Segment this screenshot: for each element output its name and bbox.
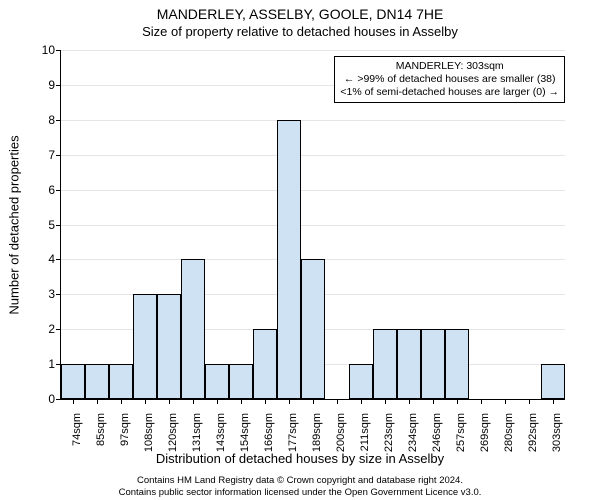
footer-line-2: Contains public sector information licen… <box>0 487 600 498</box>
figure-container: MANDERLEY, ASSELBY, GOOLE, DN14 7HE Size… <box>0 0 600 500</box>
y-tick-mark <box>56 399 61 400</box>
histogram-bar <box>205 364 229 399</box>
histogram-bar <box>181 259 205 399</box>
histogram-bar <box>373 329 397 399</box>
y-tick-mark <box>56 329 61 330</box>
x-tick-label: 211sqm <box>359 413 371 451</box>
histogram-bar <box>397 329 421 399</box>
x-tick-mark <box>97 399 98 404</box>
y-tick-mark <box>56 50 61 51</box>
histogram-bar <box>157 294 181 399</box>
histogram-bar <box>349 364 373 399</box>
x-tick-label: 85sqm <box>95 413 107 446</box>
y-tick-mark <box>56 85 61 86</box>
x-tick-mark <box>481 399 482 404</box>
y-tick-mark <box>56 259 61 260</box>
y-tick-label: 2 <box>48 322 55 336</box>
histogram-bar <box>229 364 253 399</box>
gridline <box>61 155 565 156</box>
x-tick-mark <box>265 399 266 404</box>
histogram-bar <box>133 294 157 399</box>
attribution-footer: Contains HM Land Registry data © Crown c… <box>0 475 600 498</box>
x-tick-label: 97sqm <box>119 413 131 446</box>
histogram-bar <box>421 329 445 399</box>
callout-line-1: MANDERLEY: 303sqm <box>340 60 559 73</box>
y-tick-label: 7 <box>48 148 55 162</box>
x-tick-mark <box>433 399 434 404</box>
x-tick-label: 200sqm <box>335 413 347 452</box>
x-tick-label: 234sqm <box>407 413 419 452</box>
x-tick-mark <box>217 399 218 404</box>
x-tick-mark <box>361 399 362 404</box>
x-tick-mark <box>529 399 530 404</box>
x-tick-mark <box>313 399 314 404</box>
x-tick-mark <box>289 399 290 404</box>
x-tick-label: 223sqm <box>383 413 395 452</box>
histogram-bar <box>445 329 469 399</box>
x-tick-label: 246sqm <box>431 413 443 452</box>
x-tick-label: 177sqm <box>287 413 299 452</box>
histogram-bar <box>541 364 565 399</box>
histogram-bar <box>85 364 109 399</box>
x-tick-mark <box>409 399 410 404</box>
histogram-bar <box>61 364 85 399</box>
y-tick-label: 9 <box>48 78 55 92</box>
y-tick-mark <box>56 120 61 121</box>
x-tick-mark <box>73 399 74 404</box>
annotation-callout: MANDERLEY: 303sqm ← >99% of detached hou… <box>334 56 565 103</box>
y-tick-label: 8 <box>48 113 55 127</box>
y-tick-label: 10 <box>42 43 55 57</box>
x-tick-mark <box>193 399 194 404</box>
x-tick-label: 143sqm <box>215 413 227 452</box>
callout-line-2: ← >99% of detached houses are smaller (3… <box>340 73 559 86</box>
x-tick-mark <box>457 399 458 404</box>
y-tick-mark <box>56 294 61 295</box>
histogram-bar <box>301 259 325 399</box>
gridline <box>61 190 565 191</box>
gridline <box>61 225 565 226</box>
histogram-bar <box>277 120 301 399</box>
y-tick-label: 3 <box>48 287 55 301</box>
x-tick-mark <box>553 399 554 404</box>
callout-line-3: <1% of semi-detached houses are larger (… <box>340 86 559 99</box>
y-tick-label: 1 <box>48 357 55 371</box>
x-tick-mark <box>241 399 242 404</box>
x-tick-label: 120sqm <box>167 413 179 452</box>
x-tick-label: 131sqm <box>191 413 203 452</box>
x-axis-label: Distribution of detached houses by size … <box>0 451 600 466</box>
x-tick-label: 166sqm <box>263 413 275 452</box>
x-tick-mark <box>145 399 146 404</box>
y-tick-label: 5 <box>48 218 55 232</box>
histogram-bar <box>109 364 133 399</box>
gridline <box>61 50 565 51</box>
chart-title-main: MANDERLEY, ASSELBY, GOOLE, DN14 7HE <box>0 0 600 22</box>
x-tick-label: 257sqm <box>455 413 467 452</box>
x-tick-mark <box>337 399 338 404</box>
x-tick-label: 108sqm <box>143 413 155 452</box>
y-axis-label: Number of detached properties <box>7 135 22 314</box>
gridline <box>61 120 565 121</box>
x-tick-label: 269sqm <box>479 413 491 452</box>
x-tick-label: 154sqm <box>239 413 251 452</box>
y-tick-label: 6 <box>48 183 55 197</box>
y-tick-label: 4 <box>48 252 55 266</box>
y-tick-mark <box>56 155 61 156</box>
chart-title-sub: Size of property relative to detached ho… <box>0 22 600 39</box>
x-tick-mark <box>505 399 506 404</box>
x-tick-label: 189sqm <box>311 413 323 452</box>
x-tick-label: 74sqm <box>71 413 83 446</box>
x-tick-mark <box>121 399 122 404</box>
x-tick-label: 280sqm <box>503 413 515 452</box>
x-tick-label: 303sqm <box>551 413 563 452</box>
y-tick-mark <box>56 225 61 226</box>
x-tick-mark <box>169 399 170 404</box>
y-tick-mark <box>56 190 61 191</box>
histogram-bar <box>253 329 277 399</box>
footer-line-1: Contains HM Land Registry data © Crown c… <box>0 475 600 486</box>
y-tick-label: 0 <box>48 392 55 406</box>
x-tick-label: 292sqm <box>527 413 539 452</box>
x-tick-mark <box>385 399 386 404</box>
